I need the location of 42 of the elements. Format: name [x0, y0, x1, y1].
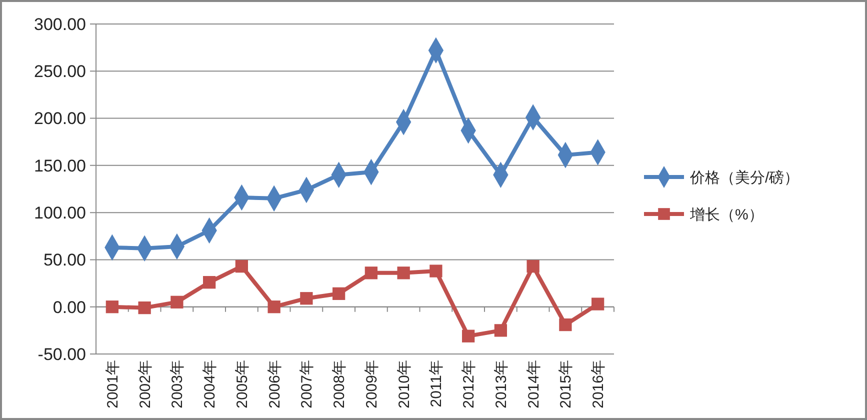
y-tick-label: 100.00: [34, 204, 86, 223]
point: [235, 260, 248, 273]
point: [397, 266, 410, 280]
x-tick-label: 2004年: [202, 360, 219, 408]
y-tick-label: 0.00: [52, 298, 86, 317]
point: [106, 300, 119, 314]
x-tick-label: 2015年: [558, 360, 575, 408]
point: [526, 260, 540, 273]
point: [462, 330, 475, 342]
point: [138, 301, 151, 314]
point: [591, 298, 604, 310]
y-tick-label: 250.00: [34, 62, 86, 82]
x-tick-label: 2016年: [590, 360, 608, 408]
x-tick-label: 2010年: [396, 360, 413, 408]
y-tick-label: -50.00: [38, 344, 86, 364]
x-tick-label: 2008年: [331, 360, 348, 408]
point: [300, 292, 313, 305]
point: [559, 318, 572, 332]
point: [332, 287, 346, 300]
point: [494, 324, 508, 337]
x-tick-label: 2011年: [428, 360, 446, 408]
point: [202, 276, 216, 289]
point: [430, 264, 442, 278]
x-tick-label: 2003年: [169, 360, 186, 408]
point: [268, 300, 280, 314]
x-tick-label: 2013年: [492, 360, 510, 408]
legend-label: 价格（美分/磅）: [689, 169, 800, 186]
x-tick-label: 2006年: [266, 360, 284, 408]
x-tick-label: 2009年: [363, 360, 380, 408]
x-tick-label: 2002年: [136, 360, 154, 408]
x-tick-label: 2001年: [104, 360, 122, 408]
x-tick-label: 2007年: [298, 360, 316, 408]
y-tick-label: 150.00: [34, 156, 86, 176]
x-tick-label: 2012年: [460, 360, 478, 408]
point: [170, 296, 184, 308]
x-tick-label: 2005年: [234, 360, 251, 408]
x-tick-label: 2014年: [525, 360, 542, 408]
y-tick-label: 300.00: [34, 14, 86, 34]
y-tick-label: 50.00: [43, 250, 86, 270]
point: [364, 266, 378, 280]
y-tick-label: 200.00: [34, 109, 86, 128]
legend-label: 增长（%）: [689, 206, 764, 224]
